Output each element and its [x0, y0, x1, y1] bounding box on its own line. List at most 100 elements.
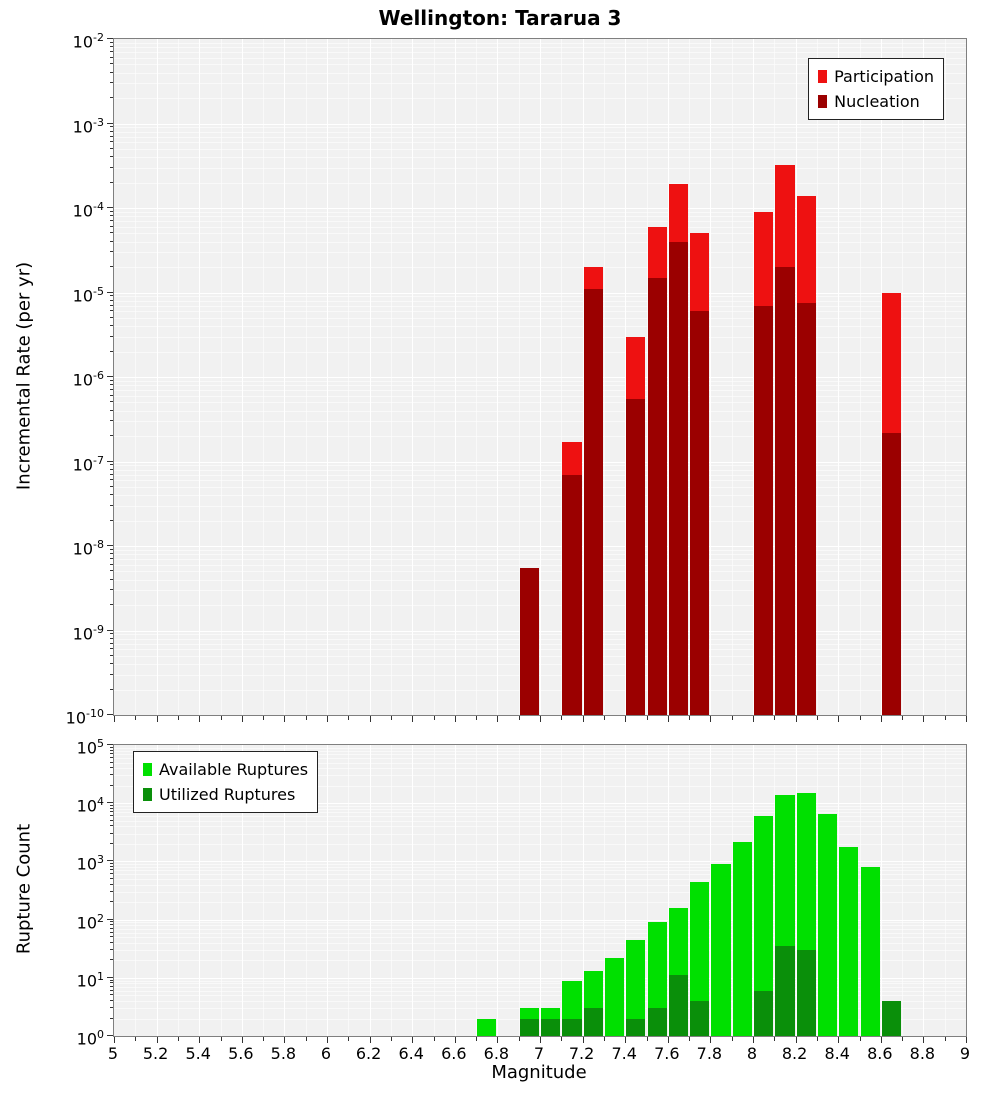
gridline-horizontal-minor — [114, 465, 966, 467]
y-minor-tick-mark — [110, 181, 113, 183]
y-minor-tick-mark — [110, 335, 113, 337]
gridline-horizontal-minor — [114, 820, 966, 822]
y-minor-tick-mark — [110, 97, 113, 99]
gridline-horizontal-minor — [114, 167, 966, 169]
y-minor-tick-mark — [110, 924, 113, 926]
y-minor-tick-mark — [110, 863, 113, 865]
x-tick-mark — [518, 716, 520, 720]
gridline-horizontal-minor — [114, 221, 966, 223]
gridline-horizontal-minor — [114, 252, 966, 254]
y-minor-tick-mark — [110, 240, 113, 242]
gridline-horizontal-minor — [114, 233, 966, 235]
x-tick-mark — [795, 1037, 797, 1043]
gridline-horizontal-minor — [114, 390, 966, 392]
gridline-horizontal-minor — [114, 634, 966, 636]
y-minor-tick-mark — [110, 220, 113, 222]
x-tick-mark — [476, 1037, 478, 1041]
bar-utilized-ruptures — [541, 1018, 561, 1036]
x-tick-mark — [305, 1037, 307, 1041]
bar-nucleation — [796, 303, 816, 715]
x-tick-mark — [603, 1037, 605, 1041]
y-minor-tick-mark — [110, 804, 113, 806]
x-tick-mark — [859, 1037, 861, 1041]
gridline-vertical — [561, 745, 563, 1036]
x-tick-mark — [348, 1037, 350, 1041]
x-tick-mark — [625, 1037, 627, 1043]
bar-utilized-ruptures — [690, 1001, 710, 1036]
y-minor-tick-mark — [110, 832, 113, 834]
gridline-horizontal-minor — [114, 317, 966, 319]
y-minor-tick-mark — [110, 815, 113, 817]
gridline-horizontal-minor — [114, 52, 966, 54]
x-tick-mark — [667, 716, 669, 722]
y-minor-tick-mark — [110, 435, 113, 437]
gridline-vertical — [518, 745, 520, 1036]
gridline-horizontal-minor — [114, 805, 966, 807]
gridline-horizontal-minor — [114, 72, 966, 74]
bar-nucleation — [562, 474, 582, 715]
x-tick-label: 6.2 — [355, 1044, 382, 1063]
gridline-vertical — [625, 745, 627, 1036]
gridline-horizontal-minor — [114, 747, 966, 749]
gridline-vertical — [327, 745, 328, 1036]
gridline-horizontal-minor — [114, 605, 966, 607]
gridline-horizontal — [114, 803, 966, 805]
gridline-horizontal-minor — [114, 83, 966, 85]
y-minor-tick-mark — [110, 350, 113, 352]
gridline-horizontal-minor — [114, 902, 966, 904]
gridline-horizontal-minor — [114, 554, 966, 556]
gridline-horizontal-minor — [114, 942, 966, 944]
gridline-horizontal-minor — [114, 182, 966, 184]
y-minor-tick-mark — [110, 673, 113, 675]
x-tick-mark — [390, 716, 392, 720]
y-tick-mark — [107, 714, 113, 715]
y-tick-mark — [107, 918, 113, 920]
gridline-vertical — [390, 745, 392, 1036]
x-tick-mark — [561, 1037, 563, 1041]
y-minor-tick-mark — [110, 749, 113, 751]
gridline-horizontal-minor — [114, 131, 966, 133]
y-minor-tick-mark — [110, 746, 113, 748]
y-minor-tick-mark — [110, 774, 113, 776]
x-tick-mark — [944, 716, 946, 720]
x-tick-mark — [540, 716, 541, 722]
gridline-vertical — [603, 745, 605, 1036]
gridline-vertical — [497, 745, 499, 1036]
y-tick-mark — [107, 802, 113, 804]
x-tick-label: 8 — [746, 1044, 758, 1063]
bar-available-ruptures — [647, 922, 667, 1036]
gridline-vertical — [476, 745, 478, 1036]
gridline-vertical — [369, 745, 371, 1036]
gridline-vertical — [241, 745, 243, 1036]
y-minor-tick-mark — [110, 215, 113, 217]
gridline-vertical — [902, 745, 904, 1036]
gridline-horizontal-minor — [114, 808, 966, 810]
gridline-horizontal-minor — [114, 305, 966, 307]
bar-utilized-ruptures — [647, 1008, 667, 1036]
x-tick-mark — [263, 1037, 265, 1041]
x-tick-mark — [646, 1037, 648, 1041]
gridline-horizontal-minor — [114, 157, 966, 159]
bar-available-ruptures — [817, 814, 838, 1036]
x-tick-mark — [284, 1037, 286, 1043]
gridline-vertical — [199, 745, 201, 1036]
x-tick-label: 5.2 — [142, 1044, 169, 1063]
bar-available-ruptures — [604, 957, 625, 1036]
y-tick-label: 10-7 — [72, 453, 104, 474]
gridline-horizontal-minor — [114, 410, 966, 412]
gridline-vertical — [156, 745, 158, 1036]
gridline-horizontal-minor — [114, 64, 966, 66]
y-tick-mark — [107, 291, 113, 293]
y-minor-tick-mark — [110, 56, 113, 58]
x-tick-label: 5.8 — [270, 1044, 297, 1063]
y-tick-mark — [107, 860, 113, 862]
gridline-horizontal-minor — [114, 891, 966, 893]
y-tick-mark — [107, 207, 113, 208]
gridline-horizontal-minor — [114, 480, 966, 482]
y-minor-tick-mark — [110, 225, 113, 227]
bar-nucleation — [583, 289, 603, 715]
y-minor-tick-mark — [110, 784, 113, 786]
gridline-horizontal-minor — [114, 928, 966, 930]
gridline-vertical — [795, 745, 797, 1036]
x-tick-mark — [753, 1037, 754, 1043]
